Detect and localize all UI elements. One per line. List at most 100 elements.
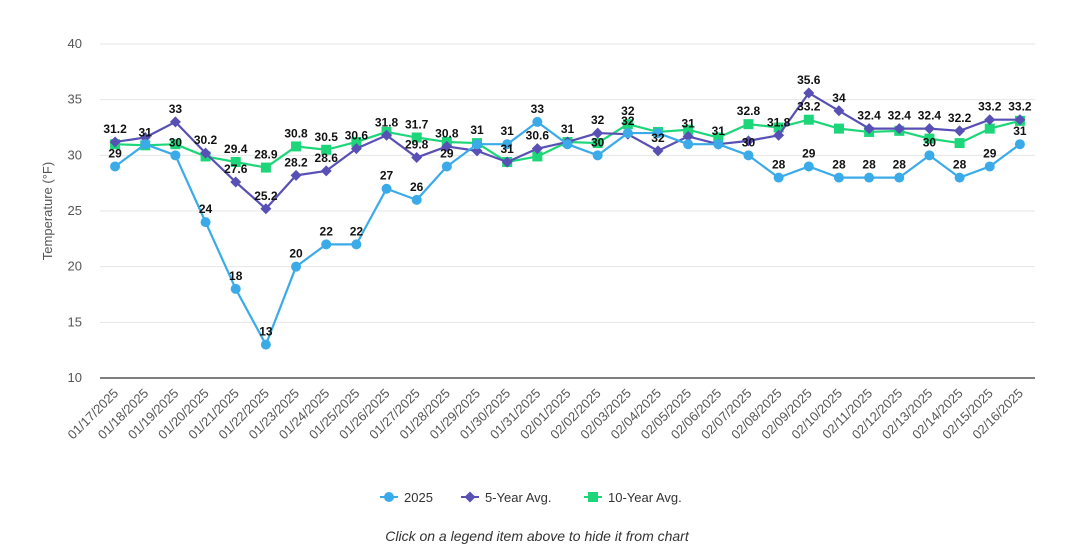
data-label: 29.4 bbox=[224, 142, 248, 156]
data-point[interactable] bbox=[502, 139, 513, 150]
data-point[interactable] bbox=[683, 139, 694, 150]
data-point[interactable] bbox=[531, 143, 543, 155]
data-point[interactable] bbox=[864, 172, 875, 183]
data-point[interactable] bbox=[200, 217, 211, 228]
data-point[interactable] bbox=[290, 169, 302, 181]
data-label: 18 bbox=[229, 269, 243, 283]
data-point[interactable] bbox=[260, 203, 272, 215]
data-point[interactable] bbox=[652, 128, 663, 139]
data-label: 30.8 bbox=[284, 126, 308, 140]
data-point[interactable] bbox=[833, 172, 844, 183]
data-point[interactable] bbox=[592, 127, 604, 139]
data-point[interactable] bbox=[320, 165, 332, 177]
data-point[interactable] bbox=[170, 139, 181, 150]
data-point[interactable] bbox=[863, 123, 875, 135]
data-label: 31.2 bbox=[103, 122, 127, 136]
data-point[interactable] bbox=[984, 161, 995, 172]
data-point[interactable] bbox=[200, 147, 212, 159]
data-point[interactable] bbox=[592, 138, 603, 149]
data-point[interactable] bbox=[923, 123, 935, 135]
data-point[interactable] bbox=[803, 161, 814, 172]
data-point[interactable] bbox=[773, 172, 784, 183]
data-point[interactable] bbox=[652, 145, 664, 157]
data-point[interactable] bbox=[411, 132, 422, 143]
data-point[interactable] bbox=[984, 114, 996, 126]
data-label: 32 bbox=[621, 114, 635, 128]
data-point[interactable] bbox=[713, 139, 724, 150]
data-point[interactable] bbox=[743, 150, 754, 161]
data-point[interactable] bbox=[351, 239, 362, 250]
data-point[interactable] bbox=[773, 129, 785, 141]
data-point[interactable] bbox=[803, 87, 815, 99]
data-label: 32.8 bbox=[737, 104, 761, 118]
legend-item-2[interactable]: 10-Year Avg. bbox=[584, 490, 682, 505]
data-point[interactable] bbox=[742, 135, 754, 147]
data-point[interactable] bbox=[169, 116, 181, 128]
data-label: 13 bbox=[259, 325, 273, 339]
data-point[interactable] bbox=[924, 133, 935, 144]
data-point[interactable] bbox=[532, 151, 543, 162]
data-point[interactable] bbox=[110, 161, 121, 172]
data-label: 31.8 bbox=[375, 115, 399, 129]
data-point[interactable] bbox=[381, 129, 393, 141]
data-point[interactable] bbox=[893, 123, 905, 135]
data-point[interactable] bbox=[472, 139, 483, 150]
data-point[interactable] bbox=[350, 143, 362, 155]
data-point[interactable] bbox=[1014, 114, 1026, 126]
data-point[interactable] bbox=[592, 150, 603, 161]
data-point[interactable] bbox=[713, 132, 724, 143]
data-label: 20 bbox=[289, 247, 303, 261]
data-point[interactable] bbox=[894, 172, 905, 183]
data-point[interactable] bbox=[562, 139, 573, 150]
data-point[interactable] bbox=[321, 239, 332, 250]
data-point[interactable] bbox=[260, 162, 271, 173]
data-point[interactable] bbox=[260, 339, 271, 350]
data-point[interactable] bbox=[291, 261, 302, 272]
data-point[interactable] bbox=[441, 140, 453, 152]
data-point[interactable] bbox=[924, 150, 935, 161]
data-point[interactable] bbox=[140, 139, 151, 150]
data-point[interactable] bbox=[230, 176, 242, 188]
legend-item-1[interactable]: 5-Year Avg. bbox=[461, 490, 552, 505]
data-point[interactable] bbox=[411, 194, 422, 205]
data-point[interactable] bbox=[954, 172, 965, 183]
data-point[interactable] bbox=[291, 141, 302, 152]
data-point[interactable] bbox=[411, 152, 423, 164]
data-point[interactable] bbox=[230, 283, 241, 294]
data-label: 30 bbox=[591, 135, 605, 149]
y-tick-label: 15 bbox=[68, 314, 82, 329]
data-point[interactable] bbox=[682, 130, 694, 142]
data-point[interactable] bbox=[683, 124, 694, 135]
data-point[interactable] bbox=[441, 161, 452, 172]
data-point[interactable] bbox=[230, 157, 241, 168]
data-point[interactable] bbox=[954, 138, 965, 149]
data-label: 26 bbox=[410, 180, 424, 194]
legend-item-0[interactable]: 2025 bbox=[380, 490, 433, 505]
data-point[interactable] bbox=[622, 128, 633, 139]
data-label: 32 bbox=[651, 131, 665, 145]
data-point[interactable] bbox=[351, 136, 362, 147]
data-point[interactable] bbox=[954, 125, 966, 137]
data-point[interactable] bbox=[622, 119, 633, 130]
data-point[interactable] bbox=[773, 122, 784, 133]
data-point[interactable] bbox=[743, 119, 754, 130]
data-label: 27 bbox=[380, 169, 394, 183]
data-point[interactable] bbox=[833, 123, 844, 134]
legend-marker bbox=[464, 491, 476, 503]
legend-label: 5-Year Avg. bbox=[485, 490, 552, 505]
data-point[interactable] bbox=[532, 116, 543, 127]
data-label: 31 bbox=[1013, 124, 1027, 138]
data-point[interactable] bbox=[170, 150, 181, 161]
data-point[interactable] bbox=[501, 156, 513, 168]
data-point[interactable] bbox=[1014, 139, 1025, 150]
data-point[interactable] bbox=[803, 114, 814, 125]
data-point[interactable] bbox=[381, 183, 392, 194]
data-point[interactable] bbox=[833, 105, 845, 117]
data-label: 29 bbox=[802, 146, 816, 160]
legend-label: 10-Year Avg. bbox=[608, 490, 682, 505]
data-point[interactable] bbox=[109, 136, 121, 148]
y-tick-label: 20 bbox=[68, 259, 82, 274]
data-point[interactable] bbox=[984, 123, 995, 134]
data-label: 28 bbox=[953, 158, 967, 172]
data-point[interactable] bbox=[321, 144, 332, 155]
